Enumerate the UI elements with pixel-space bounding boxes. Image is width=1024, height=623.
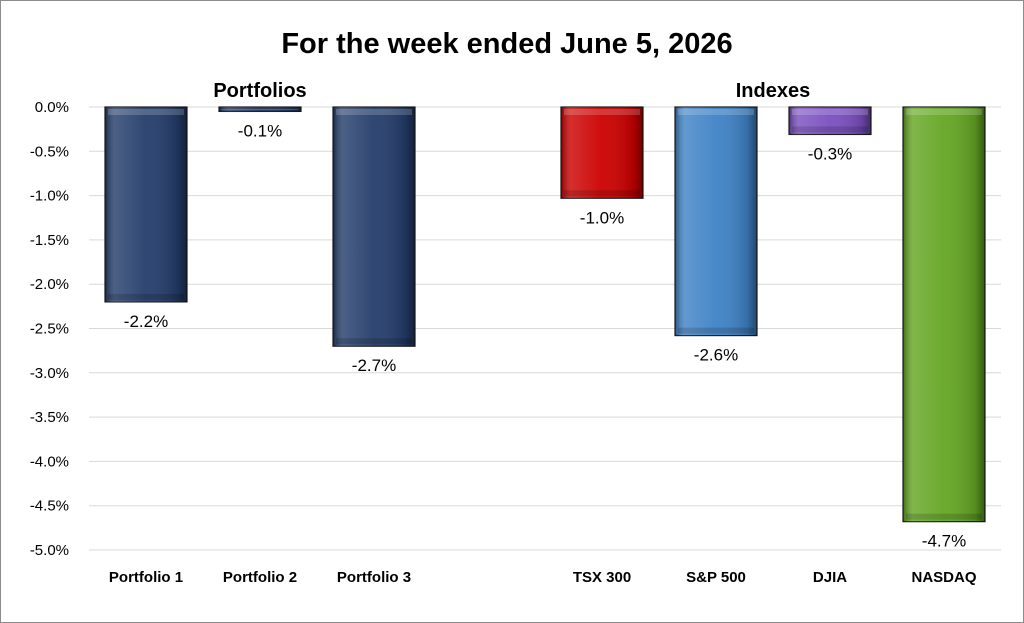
bars	[104, 106, 986, 523]
data-label: -4.7%	[922, 532, 966, 551]
bar	[218, 106, 302, 113]
x-category-label: Portfolio 1	[109, 569, 183, 586]
x-category-label: NASDAQ	[911, 569, 976, 586]
gridlines	[89, 106, 1001, 551]
x-category-label: Portfolio 2	[223, 569, 297, 586]
x-category-label: Portfolio 3	[337, 569, 411, 586]
data-label: -2.6%	[694, 346, 738, 365]
data-label: -2.7%	[352, 356, 396, 375]
data-label: -0.1%	[238, 121, 282, 140]
y-axis-ticks: 0.0% -0.5% -1.0% -1.5% -2.0% -2.5% -3.0% -3.5% -…	[30, 99, 69, 559]
data-label: -1.0%	[580, 208, 624, 227]
y-tick-label: -5.0%	[30, 542, 69, 559]
y-tick-label: -3.0%	[30, 365, 69, 382]
chart-title: For the week ended June 5, 2026	[281, 28, 732, 60]
y-tick-label: -4.0%	[30, 453, 69, 470]
bar	[332, 106, 416, 347]
bar	[902, 106, 986, 523]
y-tick-label: -2.5%	[30, 321, 69, 338]
y-tick-label: -4.5%	[30, 498, 69, 515]
group-label: Portfolios	[213, 80, 306, 102]
bar	[560, 106, 644, 199]
x-category-label: S&P 500	[686, 569, 746, 586]
bar	[788, 106, 872, 136]
x-category-label: DJIA	[813, 569, 847, 586]
group-labels: Portfolios Indexes	[213, 80, 810, 102]
data-label: -0.3%	[808, 144, 852, 163]
group-label: Indexes	[736, 80, 810, 102]
data-label: -2.2%	[124, 312, 168, 331]
y-tick-label: -1.0%	[30, 188, 69, 205]
bar	[104, 106, 188, 303]
data-labels: -2.2% -0.1% -2.7% -1.0% -2.6% -0.3% -4.7%	[124, 121, 966, 550]
y-tick-label: -0.5%	[30, 143, 69, 160]
x-axis-categories: Portfolio 1 Portfolio 2 Portfolio 3 TSX 300…	[109, 569, 977, 586]
x-category-label: TSX 300	[573, 569, 631, 586]
bar	[674, 106, 758, 337]
y-tick-label: -1.5%	[30, 232, 69, 249]
y-tick-label: -2.0%	[30, 276, 69, 293]
y-tick-label: 0.0%	[35, 99, 69, 116]
y-tick-label: -3.5%	[30, 409, 69, 426]
